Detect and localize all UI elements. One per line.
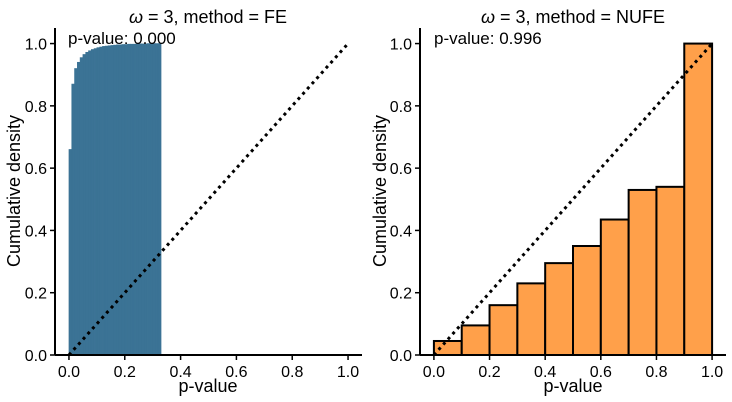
nufe-y-tick-label: 0.0 [390,348,412,365]
fe-bar [71,83,75,356]
nufe-bar [655,185,686,356]
nufe-bar [683,42,714,356]
panel-nufe-ylabel: Cumulative density [370,115,390,267]
fe-y-tick-label: 0.2 [25,286,47,303]
nufe-x-tick-label: 0.4 [534,364,556,381]
fe-x-tick-label: 0.8 [281,364,303,381]
fe-bar [68,149,73,356]
fe-bar [157,43,162,356]
fe-bar [79,57,84,356]
panel-fe-x-ticks: 0.0 0.2 0.4 0.6 0.8 1.0 [58,355,359,381]
fe-bar [85,51,89,356]
nufe-y-tick-label: 0.8 [390,99,412,116]
fe-bar [124,44,128,356]
panel-nufe-y-ticks: 0.0 0.2 0.4 0.6 0.8 1.0 [390,37,420,365]
nufe-bar [627,188,658,356]
fe-bar [149,43,153,356]
fe-bar [102,46,106,356]
panel-nufe-xlabel: p-value [543,376,602,396]
fe-bar [77,61,81,356]
fe-x-tick-label: 0.6 [225,364,247,381]
panel-fe-ylabel: Cumulative density [4,115,24,267]
fe-bar [146,43,151,356]
fe-bar [144,43,148,356]
fe-x-tick-label: 1.0 [337,364,359,381]
fe-x-tick-label: 0.4 [169,364,191,381]
fe-bar [155,43,159,356]
panel-nufe-title: ω = 3, method = NUFE [481,7,665,27]
panel-fe-xlabel: p-value [178,376,237,396]
nufe-y-tick-label: 1.0 [390,37,412,54]
nufe-x-tick-label: 0.0 [423,364,445,381]
fe-bar [130,43,134,356]
nufe-bar [432,339,463,357]
fe-bar [99,46,103,356]
nufe-y-tick-label: 0.2 [390,286,412,303]
fe-bar [135,43,140,356]
fe-y-tick-label: 0.4 [25,223,47,240]
fe-bar [116,44,120,356]
fe-bar [90,49,95,356]
nufe-x-tick-label: 0.6 [590,364,612,381]
panel-fe-annotation: p-value: 0.000 [68,29,176,48]
fe-y-tick-label: 0.8 [25,99,47,116]
fe-bar [141,43,145,356]
fe-bar [138,43,142,356]
fe-y-tick-label: 0.0 [25,348,47,365]
panel-nufe-x-ticks: 0.0 0.2 0.4 0.6 0.8 1.0 [423,355,723,381]
fe-bar [113,44,117,356]
panel-nufe-annotation: p-value: 0.996 [434,29,542,48]
nufe-bar [460,324,491,356]
fe-bar [82,54,86,356]
panel-fe-title: ω = 3, method = FE [129,7,287,27]
fe-x-tick-label: 0.0 [58,364,80,381]
panel-nufe-bars [432,42,714,357]
nufe-bar [599,218,630,356]
nufe-bar [572,245,602,356]
nufe-y-tick-label: 0.4 [390,223,412,240]
nufe-bar [488,304,519,356]
fe-bar [127,43,131,356]
fe-bar [107,45,112,356]
fe-bar [88,50,92,356]
fe-x-tick-label: 0.2 [114,364,136,381]
fe-bar [132,43,137,356]
nufe-bar [516,282,547,356]
panel-nufe: ω = 3, method = NUFE 0.00.20.40.60.81.0 … [370,7,726,396]
nufe-x-tick-label: 0.2 [478,364,500,381]
fe-bar [104,45,109,356]
nufe-y-tick-label: 0.6 [390,161,412,178]
nufe-x-tick-label: 0.8 [645,364,667,381]
fe-y-tick-label: 0.6 [25,161,47,178]
fe-bar [93,48,98,356]
fe-bar [96,47,100,356]
fe-bar [152,43,156,356]
fe-bar [121,44,126,356]
fe-bar [74,68,78,356]
panel-fe-bars [68,43,162,356]
panel-fe-y-ticks: 0.0 0.2 0.4 0.6 0.8 1.0 [25,37,55,365]
fe-y-tick-label: 1.0 [25,37,47,54]
nufe-bar [544,262,575,356]
fe-bar [118,44,123,356]
panel-fe: ω = 3, method = FE 0.0 0.2 0.4 0.6 0.8 1.0 0.… [4,7,362,396]
nufe-x-tick-label: 1.0 [701,364,723,381]
